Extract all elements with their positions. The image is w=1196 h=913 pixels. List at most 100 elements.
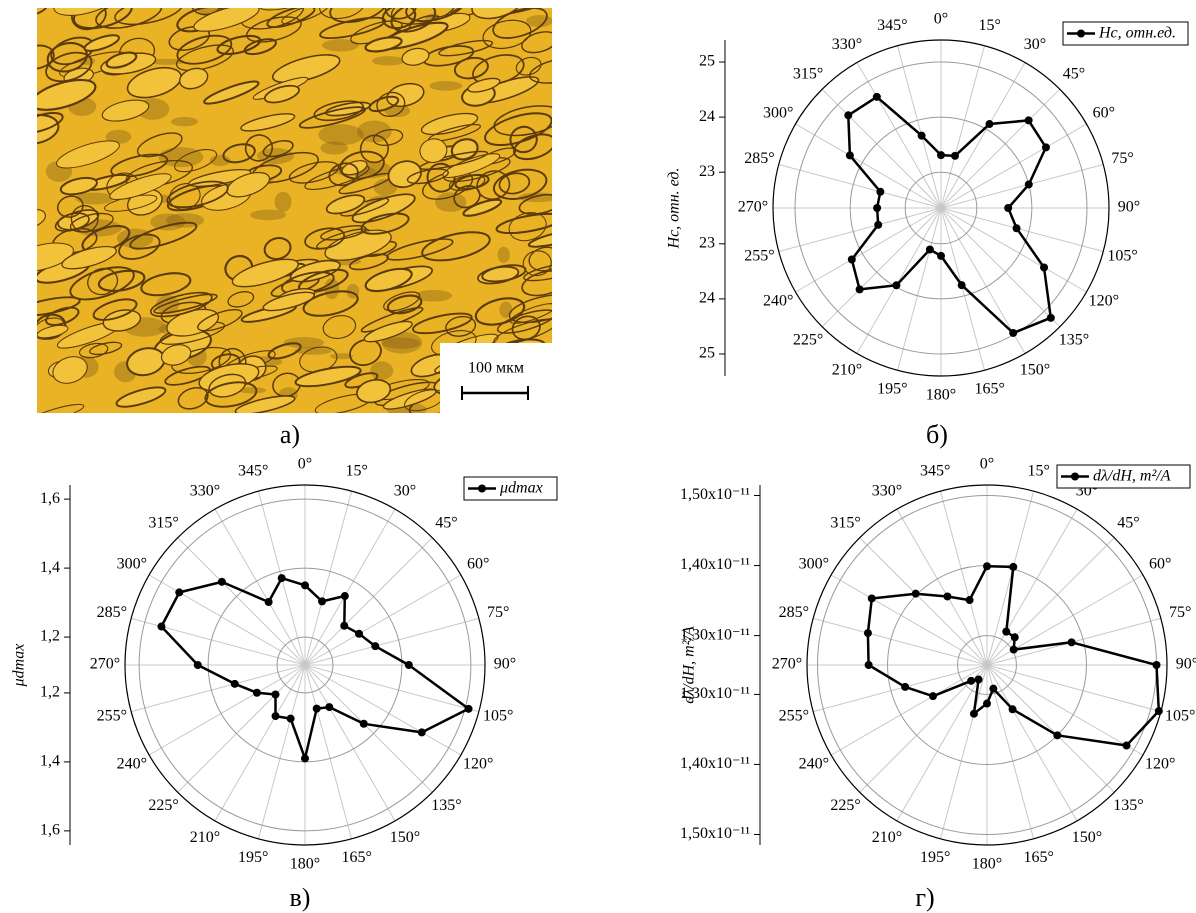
angle-label: 195° xyxy=(920,849,950,866)
dark-patch xyxy=(381,337,421,349)
grain-boundary xyxy=(521,270,552,297)
radial-tick-label: 1,4 xyxy=(40,559,60,576)
grain-boundary xyxy=(364,267,413,293)
data-point xyxy=(1002,627,1011,636)
grain-boundary xyxy=(351,193,416,224)
angular-grid-line xyxy=(939,491,988,666)
outer-circle xyxy=(806,484,1168,846)
dark-patch xyxy=(294,346,332,355)
angular-grid-line xyxy=(148,574,306,666)
grain-boundary xyxy=(419,150,489,171)
grain-boundary xyxy=(164,365,211,386)
grain-boundary xyxy=(37,403,85,413)
grain-boundary xyxy=(386,294,423,315)
grain-boundary xyxy=(46,41,88,73)
angular-grid-line xyxy=(939,664,988,839)
angle-label: 135° xyxy=(1059,332,1089,349)
angle-label: 150° xyxy=(1072,829,1102,846)
angle-label: 270° xyxy=(738,199,768,216)
angle-label: 45° xyxy=(1117,514,1139,531)
angle-label: 120° xyxy=(1145,756,1175,773)
data-point xyxy=(867,594,876,603)
angle-label: 240° xyxy=(117,756,147,773)
grain-boundary xyxy=(405,8,468,23)
angle-label: 45° xyxy=(435,514,457,531)
data-point xyxy=(925,245,934,254)
angular-grid-line xyxy=(304,491,353,666)
angle-label: 225° xyxy=(148,797,178,814)
dark-patch xyxy=(148,58,185,65)
angular-grid-line xyxy=(986,664,1144,756)
grain-boundary xyxy=(406,168,449,185)
grain-boundary xyxy=(492,8,548,39)
angle-label: 135° xyxy=(1113,797,1143,814)
grain-boundary xyxy=(234,395,296,413)
caption: б) xyxy=(926,420,948,449)
dark-patch xyxy=(156,294,180,315)
angle-label: 225° xyxy=(793,332,823,349)
angle-label: 270° xyxy=(772,656,802,673)
angular-grid-line xyxy=(821,207,942,328)
data-point xyxy=(1012,224,1021,233)
grain-boundary xyxy=(45,306,80,326)
angle-label: 300° xyxy=(799,556,829,573)
angular-grid-line xyxy=(986,664,1115,793)
data-point xyxy=(969,709,978,718)
outer-circle xyxy=(124,484,486,846)
grain-boundary xyxy=(263,237,292,261)
grain-boundary xyxy=(267,342,302,360)
angular-grid-line xyxy=(830,574,988,666)
grain-boundary xyxy=(442,153,501,178)
angle-label: 300° xyxy=(117,556,147,573)
data-point xyxy=(911,589,920,598)
angle-label: 210° xyxy=(190,829,220,846)
legend-marker xyxy=(478,484,486,493)
data-point xyxy=(193,661,202,669)
data-point xyxy=(1041,143,1050,152)
angle-label: 120° xyxy=(463,756,493,773)
grain-boundary xyxy=(390,8,437,33)
data-point xyxy=(264,597,273,606)
data-point xyxy=(844,111,853,120)
angle-label: 285° xyxy=(97,604,127,621)
angular-grid-line xyxy=(940,45,985,209)
legend-box xyxy=(463,476,558,501)
radial-tick-label: 1,50x10⁻¹¹ xyxy=(680,825,750,842)
grain-boundary xyxy=(149,291,213,318)
data-point xyxy=(318,597,327,606)
grain-boundary xyxy=(222,143,256,164)
grain-boundary xyxy=(168,25,211,51)
angular-grid-line xyxy=(795,207,942,293)
angular-grid-line xyxy=(940,88,1061,209)
grain-boundary xyxy=(484,112,552,147)
angle-label: 255° xyxy=(779,707,809,724)
grain-boundary xyxy=(528,246,552,272)
grain-boundary xyxy=(381,8,417,30)
grain-boundary xyxy=(61,245,117,270)
grain-boundary xyxy=(382,388,437,410)
angular-grid-line xyxy=(940,62,1026,209)
grain-boundary xyxy=(420,112,479,136)
radial-tick-label: 23 xyxy=(699,234,715,251)
data-point xyxy=(864,661,873,669)
angle-label: 165° xyxy=(974,380,1004,397)
radial-grid-circle xyxy=(849,116,1033,300)
grain-boundary xyxy=(476,170,511,201)
data-point xyxy=(1010,633,1019,642)
dark-patch xyxy=(330,353,354,360)
angular-grid-line xyxy=(304,617,479,666)
data-point xyxy=(943,592,952,601)
angle-label: 345° xyxy=(238,462,268,479)
grain-boundary xyxy=(97,269,146,292)
angle-label: 0° xyxy=(298,456,312,473)
angle-label: 255° xyxy=(744,247,774,264)
grain-boundary xyxy=(319,16,387,39)
series-line xyxy=(847,95,1053,335)
angle-label: 315° xyxy=(830,514,860,531)
radial-grid-circle xyxy=(276,636,334,694)
angle-label: 105° xyxy=(483,707,513,724)
angle-label: 15° xyxy=(1028,462,1050,479)
data-point xyxy=(901,682,910,691)
data-point xyxy=(1154,707,1163,716)
